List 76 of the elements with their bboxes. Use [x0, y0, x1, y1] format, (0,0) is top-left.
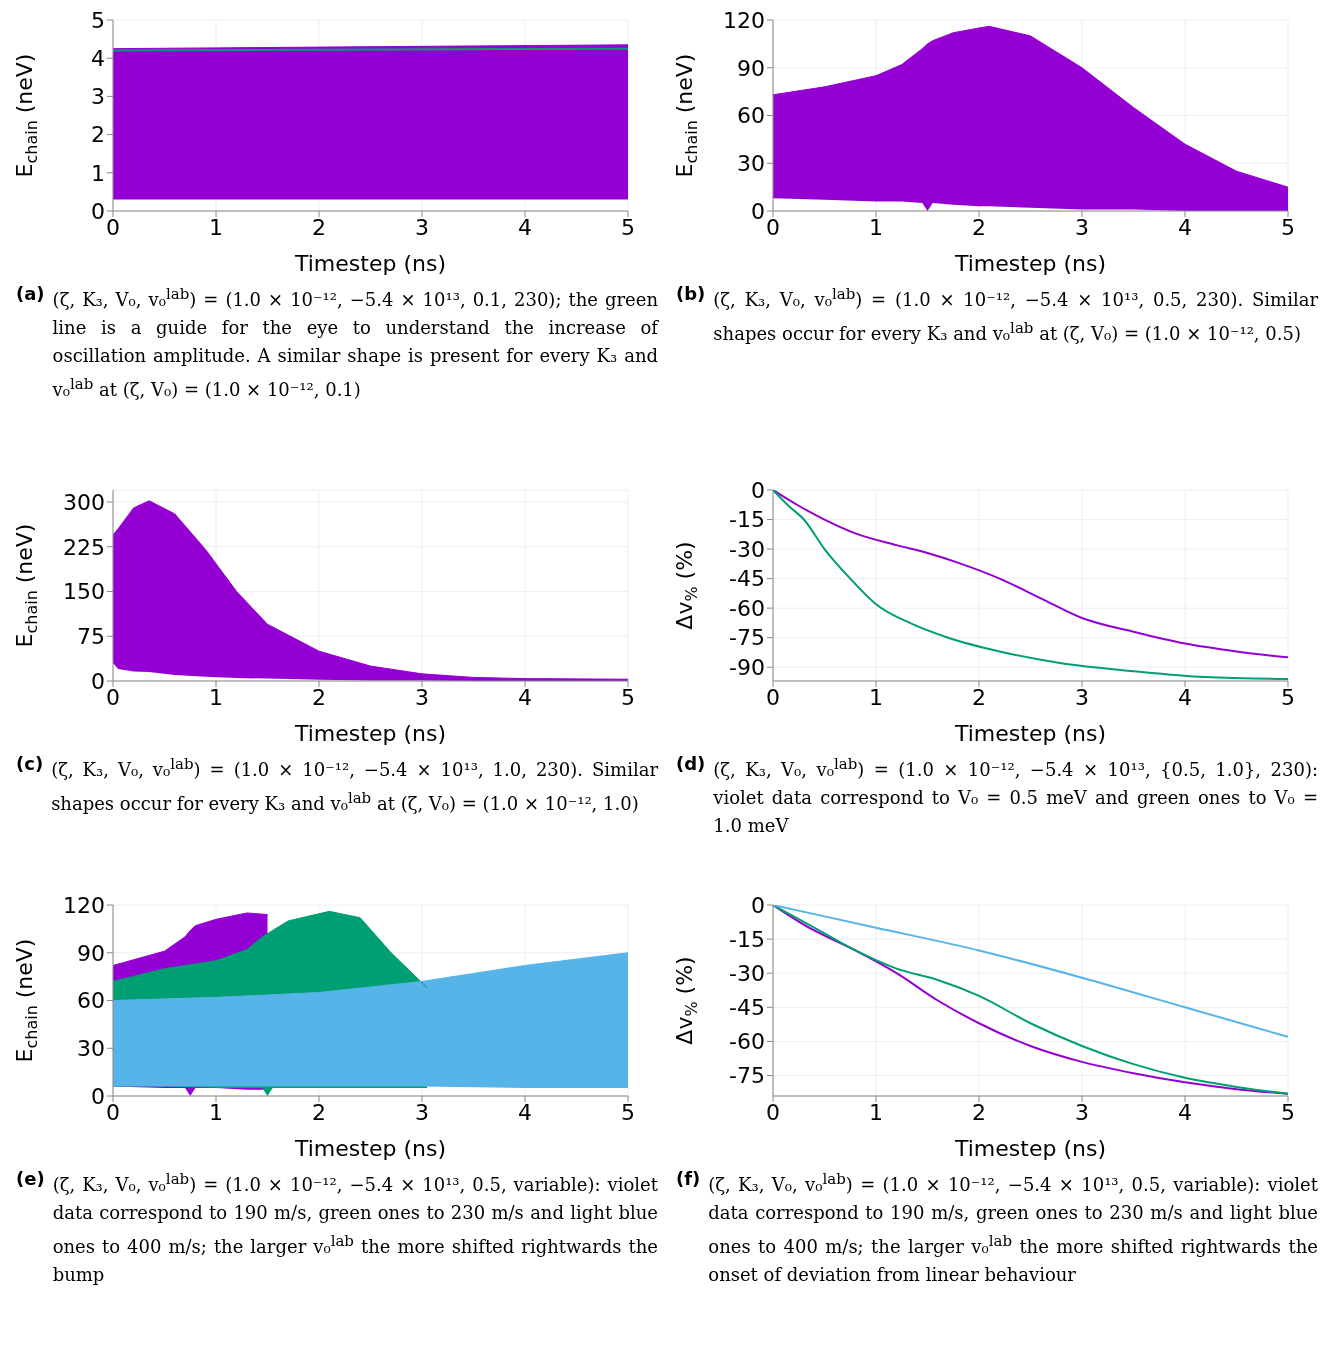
- x-tick-label: 4: [1178, 214, 1192, 240]
- x-tick-label: 2: [312, 684, 326, 710]
- y-tick-label: -75: [729, 625, 765, 651]
- y-tick-label: 0: [91, 668, 105, 694]
- y-tick-label: -30: [729, 961, 765, 987]
- y-tick-label: -15: [729, 926, 765, 952]
- x-tick-label: 4: [518, 1099, 532, 1125]
- x-tick-label: 5: [621, 214, 635, 240]
- y-tick-label: 60: [737, 103, 765, 129]
- x-tick-label: 3: [415, 684, 429, 710]
- x-axis-title: Timestep (ns): [954, 721, 1106, 746]
- y-tick-label: 1: [91, 160, 105, 186]
- x-tick-label: 1: [869, 214, 883, 240]
- x-tick-label: 4: [518, 214, 532, 240]
- y-tick-label: 225: [63, 534, 105, 560]
- y-tick-label: 0: [91, 1083, 105, 1109]
- x-axis-title: Timestep (ns): [294, 1136, 446, 1161]
- y-tick-label: 3: [91, 84, 105, 110]
- y-tick-label: -60: [729, 1029, 765, 1055]
- y-tick-label: 0: [751, 892, 765, 918]
- y-tick-label: 75: [77, 624, 105, 650]
- y-tick-label: 30: [77, 1036, 105, 1062]
- x-axis-title: Timestep (ns): [954, 251, 1106, 276]
- x-axis-title: Timestep (ns): [954, 1136, 1106, 1161]
- x-tick-label: 3: [1075, 684, 1089, 710]
- x-tick-label: 2: [972, 1099, 986, 1125]
- x-axis-title: Timestep (ns): [294, 721, 446, 746]
- y-tick-label: -90: [729, 655, 765, 681]
- y-tick-label: 30: [737, 151, 765, 177]
- y-tick-label: 0: [91, 198, 105, 224]
- y-tick-label: -15: [729, 507, 765, 533]
- x-tick-label: 2: [972, 214, 986, 240]
- text: (b) (ζ, K₃, V₀, v₀$^{lab}$) = (1.0 × 10⁻¹², −5.4 × 10¹³, 0.5, 230). Similar shapes occur for every K₃ and v₀$^{lab}$ at (ζ, V₀) = (1.0 × 10⁻¹², 0.5): [676, 282, 1318, 346]
- y-tick-label: 0: [751, 477, 765, 503]
- x-tick-label: 2: [312, 1099, 326, 1125]
- y-tick-label: -30: [729, 536, 765, 562]
- y-tick-label: -60: [729, 595, 765, 621]
- x-tick-label: 1: [869, 1099, 883, 1125]
- x-tick-label: 3: [1075, 1099, 1089, 1125]
- x-tick-label: 5: [1281, 684, 1295, 710]
- text: (f) (ζ, K₃, V₀, v₀$^{lab}$) = (1.0 × 10⁻¹², −5.4 × 10¹³, 0.5, variable): violet data correspond to 190 m/s, green ones to 230 m/s and light blue ones to 400 m/s; the larger v₀$^{lab}$ the more shifted rightwards the onset of deviation from linear behaviour: [676, 1168, 1318, 1285]
- x-tick-label: 4: [1178, 684, 1192, 710]
- x-tick-label: 3: [415, 1099, 429, 1125]
- y-tick-label: 2: [91, 122, 105, 148]
- x-tick-label: 4: [1178, 1099, 1192, 1125]
- y-tick-label: -45: [729, 995, 765, 1021]
- x-tick-label: 1: [209, 1099, 223, 1125]
- text: (e) (ζ, K₃, V₀, v₀$^{lab}$) = (1.0 × 10⁻¹², −5.4 × 10¹³, 0.5, variable): violet data correspond to 190 m/s, green ones to 230 m/s and light blue ones to 400 m/s; the larger v₀$^{lab}$ the more shifted rightwards the bump: [16, 1168, 658, 1285]
- x-tick-label: 3: [415, 214, 429, 240]
- x-tick-label: 2: [312, 214, 326, 240]
- text: (c) (ζ, K₃, V₀, v₀$^{lab}$) = (1.0 × 10⁻¹², −5.4 × 10¹³, 1.0, 230). Similar shapes occur for every K₃ and v₀$^{lab}$ at (ζ, V₀) = (1.0 × 10⁻¹², 1.0): [16, 752, 658, 816]
- y-tick-label: -45: [729, 566, 765, 592]
- x-tick-label: 3: [1075, 214, 1089, 240]
- x-tick-label: 2: [972, 684, 986, 710]
- y-tick-label: 120: [723, 7, 765, 33]
- y-tick-label: 300: [63, 489, 105, 515]
- y-tick-label: 90: [77, 940, 105, 966]
- y-tick-label: 4: [91, 46, 105, 72]
- x-tick-label: 5: [1281, 214, 1295, 240]
- y-tick-label: 60: [77, 988, 105, 1014]
- y-tick-label: -75: [729, 1063, 765, 1089]
- x-tick-label: 1: [869, 684, 883, 710]
- y-tick-label: 150: [63, 579, 105, 605]
- x-axis-title: Timestep (ns): [294, 251, 446, 276]
- x-tick-label: 5: [621, 684, 635, 710]
- text: (a) (ζ, K₃, V₀, v₀$^{lab}$) = (1.0 × 10⁻¹², −5.4 × 10¹³, 0.1, 230); the green line is a guide for the eye to understand the increase of oscillation amplitude. A similar shape is present for every K₃ and v₀$^{lab}$ at (ζ, V₀) = (1.0 × 10⁻¹², 0.1): [16, 283, 658, 400]
- y-tick-label: 5: [91, 7, 105, 33]
- x-tick-label: 5: [621, 1099, 635, 1125]
- y-tick-label: 120: [63, 892, 105, 918]
- x-tick-label: 4: [518, 684, 532, 710]
- x-tick-label: 1: [209, 684, 223, 710]
- y-tick-label: 90: [737, 55, 765, 81]
- y-tick-label: 0: [751, 198, 765, 224]
- text: (d) (ζ, K₃, V₀, v₀$^{lab}$) = (1.0 × 10⁻¹², −5.4 × 10¹³, {0.5, 1.0}, 230): violet data correspond to V₀ = 0.5 meV and green ones to V₀ = 1.0 meV: [676, 752, 1318, 838]
- x-tick-label: 1: [209, 214, 223, 240]
- x-tick-label: 5: [1281, 1099, 1295, 1125]
